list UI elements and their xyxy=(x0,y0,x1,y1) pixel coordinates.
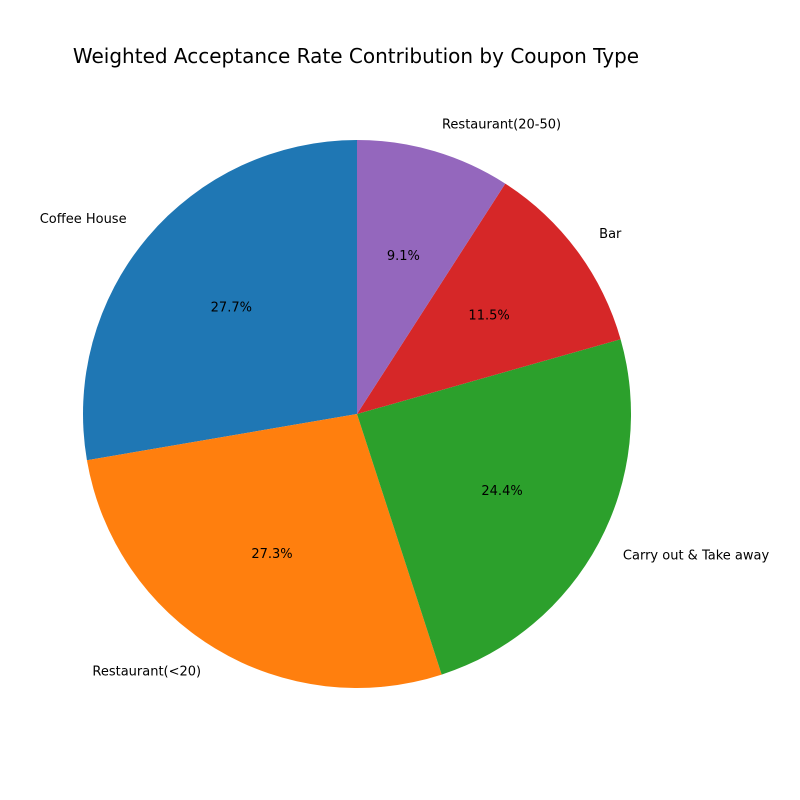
slice-label: Coffee House xyxy=(40,212,127,227)
pie-slice-restaurant-20 xyxy=(86,414,442,688)
pie-slice-coffee-house xyxy=(83,140,357,461)
slice-percent-label: 27.3% xyxy=(251,547,292,562)
chart-title: Weighted Acceptance Rate Contribution by… xyxy=(73,44,639,68)
pie-labels: Coffee House 27.7% Restaurant(<20) 27.3% Car… xyxy=(40,117,770,679)
pie-slice-restaurant-20-50 xyxy=(357,140,506,414)
slice-label: Restaurant(<20) xyxy=(92,664,201,679)
pie-slice-carry-out-take-away xyxy=(357,339,631,675)
slice-percent-label: 27.7% xyxy=(211,301,252,316)
slice-percent-label: 24.4% xyxy=(481,484,522,499)
pie-slice-bar xyxy=(357,183,621,414)
slice-label: Bar xyxy=(599,227,622,242)
slice-label: Carry out & Take away xyxy=(623,548,770,563)
pie-slices xyxy=(83,140,631,688)
slice-percent-label: 9.1% xyxy=(387,249,420,264)
slice-label: Restaurant(20-50) xyxy=(442,117,561,132)
slice-percent-label: 11.5% xyxy=(468,309,509,324)
